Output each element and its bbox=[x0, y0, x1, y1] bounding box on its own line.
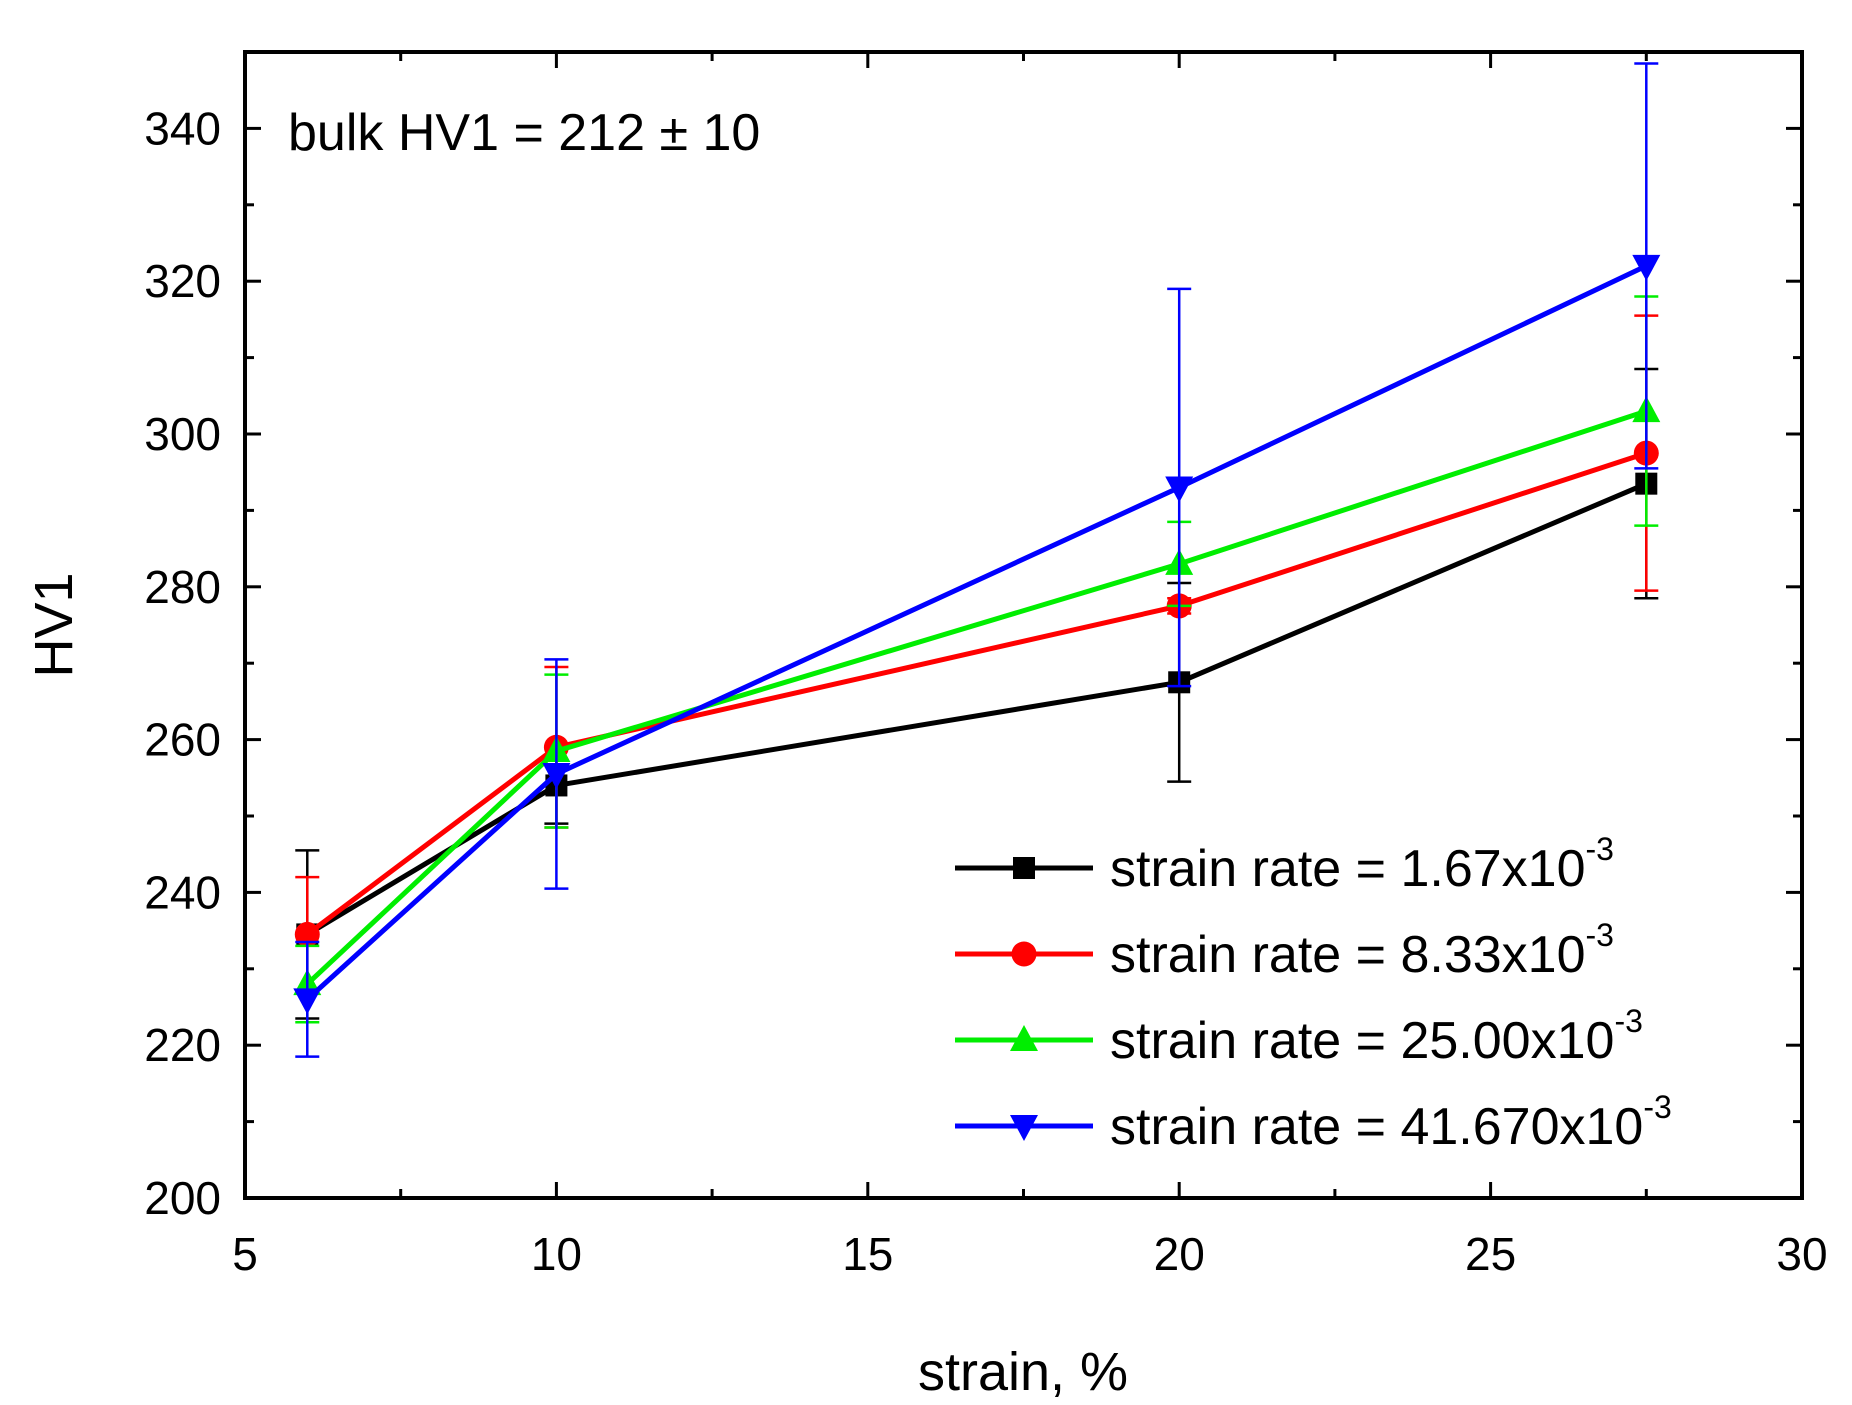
legend-marker bbox=[1011, 941, 1037, 967]
legend-label: strain rate = 1.67x10-3 bbox=[1110, 831, 1614, 898]
legend-label: strain rate = 25.00x10-3 bbox=[1110, 1003, 1643, 1070]
series-layer bbox=[293, 62, 1661, 1058]
legend-entry-3: strain rate = 25.00x10-3 bbox=[955, 1003, 1643, 1070]
data-point bbox=[1632, 254, 1661, 281]
y-tick-label: 200 bbox=[144, 1172, 221, 1224]
legend-marker bbox=[1010, 1115, 1038, 1141]
legend-entry-1: strain rate = 1.67x10-3 bbox=[955, 831, 1614, 898]
series-3 bbox=[293, 295, 1661, 1024]
legend-label: strain rate = 8.33x10-3 bbox=[1110, 917, 1614, 984]
legend-layer: strain rate = 1.67x10-3 strain rate = 8.3… bbox=[955, 831, 1672, 1156]
x-axis-title: strain, % bbox=[918, 1342, 1128, 1402]
legend-exponent: -3 bbox=[1586, 831, 1614, 867]
ticks-layer: 5 10 15 20 25 30 200 220 240 260 280 300 320 340 bbox=[144, 52, 1828, 1280]
y-tick-label: 300 bbox=[144, 408, 221, 460]
legend-exponent: -3 bbox=[1643, 1089, 1671, 1125]
legend-marker bbox=[1010, 1025, 1038, 1051]
x-tick-label: 20 bbox=[1154, 1228, 1205, 1280]
data-point bbox=[542, 762, 571, 789]
y-tick-label: 340 bbox=[144, 102, 221, 154]
legend-entry-4: strain rate = 41.670x10-3 bbox=[955, 1089, 1672, 1156]
data-point bbox=[294, 921, 320, 947]
x-tick-label: 30 bbox=[1776, 1228, 1827, 1280]
legend-marker bbox=[1013, 857, 1035, 879]
legend-entry-2: strain rate = 8.33x10-3 bbox=[955, 917, 1614, 984]
legend-label: strain rate = 41.670x10-3 bbox=[1110, 1089, 1672, 1156]
x-tick-label: 15 bbox=[842, 1228, 893, 1280]
y-tick-label: 260 bbox=[144, 714, 221, 766]
series-4 bbox=[293, 62, 1661, 1058]
bulk-hardness-annotation: bulk HV1 = 212 ± 10 bbox=[288, 104, 760, 162]
data-point bbox=[293, 988, 322, 1015]
series-line bbox=[305, 450, 1648, 937]
x-tick-label: 5 bbox=[232, 1228, 258, 1280]
series-line bbox=[305, 481, 1648, 937]
series-line bbox=[305, 408, 1648, 986]
series-line bbox=[305, 263, 1648, 1002]
y-tick-label: 220 bbox=[144, 1019, 221, 1071]
legend-exponent: -3 bbox=[1586, 917, 1614, 953]
legend-exponent: -3 bbox=[1614, 1003, 1642, 1039]
y-tick-label: 240 bbox=[144, 866, 221, 918]
series-1 bbox=[295, 367, 1659, 1020]
data-point bbox=[1165, 476, 1194, 503]
y-tick-label: 320 bbox=[144, 255, 221, 307]
y-tick-label: 280 bbox=[144, 561, 221, 613]
y-axis-title: HV1 bbox=[24, 572, 84, 677]
x-tick-label: 10 bbox=[531, 1228, 582, 1280]
x-tick-label: 25 bbox=[1465, 1228, 1516, 1280]
